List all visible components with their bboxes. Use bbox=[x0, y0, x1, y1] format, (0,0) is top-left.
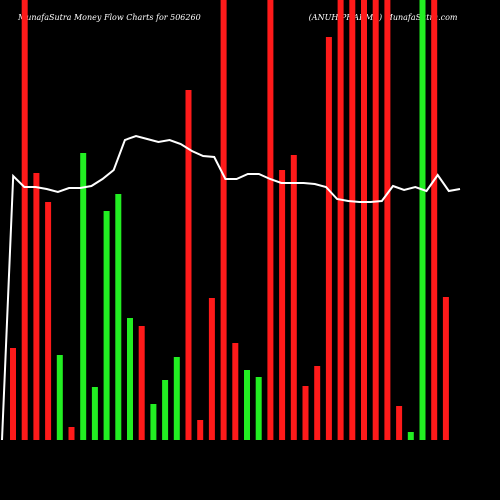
bar-38 bbox=[442, 297, 449, 440]
bar-2 bbox=[21, 0, 28, 440]
bar-6 bbox=[68, 427, 75, 440]
bar-31 bbox=[361, 0, 367, 440]
chart-title: MunafaSutra Money Flow Charts for 506260… bbox=[18, 13, 458, 22]
bar-37 bbox=[431, 0, 438, 440]
bar-4 bbox=[45, 202, 52, 440]
bar-21 bbox=[244, 370, 250, 440]
bar-23 bbox=[267, 0, 274, 440]
bar-22 bbox=[255, 377, 262, 440]
bar-19 bbox=[220, 0, 227, 440]
bar-24 bbox=[279, 170, 286, 440]
bar-11 bbox=[127, 318, 133, 440]
bar-33 bbox=[384, 0, 391, 440]
bar-18 bbox=[208, 298, 215, 440]
bar-series bbox=[10, 0, 449, 440]
bar-10 bbox=[115, 194, 122, 440]
bar-20 bbox=[232, 343, 239, 440]
bar-15 bbox=[173, 357, 180, 440]
bar-28 bbox=[325, 37, 332, 440]
bar-35 bbox=[407, 432, 414, 440]
bar-12 bbox=[138, 326, 145, 440]
bar-1 bbox=[10, 348, 16, 440]
bar-7 bbox=[80, 153, 87, 440]
bar-36 bbox=[419, 0, 426, 440]
bar-16 bbox=[185, 90, 192, 440]
bar-17 bbox=[197, 420, 204, 440]
chart-title-text: MunafaSutra Money Flow Charts for 506260 bbox=[18, 13, 201, 22]
line-series bbox=[1, 134, 461, 441]
chart-company-text: (ANUH PHARMA) MunafaSutra.com bbox=[308, 13, 458, 22]
bar-32 bbox=[372, 0, 379, 440]
bar-13 bbox=[150, 404, 157, 440]
money-flow-line bbox=[1, 134, 461, 441]
bar-9 bbox=[103, 211, 110, 440]
bar-3 bbox=[33, 173, 40, 440]
bar-14 bbox=[162, 380, 169, 440]
bar-27 bbox=[314, 366, 321, 440]
bar-25 bbox=[290, 155, 297, 440]
bar-5 bbox=[56, 355, 63, 440]
bar-8 bbox=[91, 387, 98, 440]
bar-26 bbox=[302, 386, 309, 440]
bar-34 bbox=[396, 406, 403, 440]
bar-29 bbox=[337, 0, 344, 440]
bar-30 bbox=[349, 0, 356, 440]
